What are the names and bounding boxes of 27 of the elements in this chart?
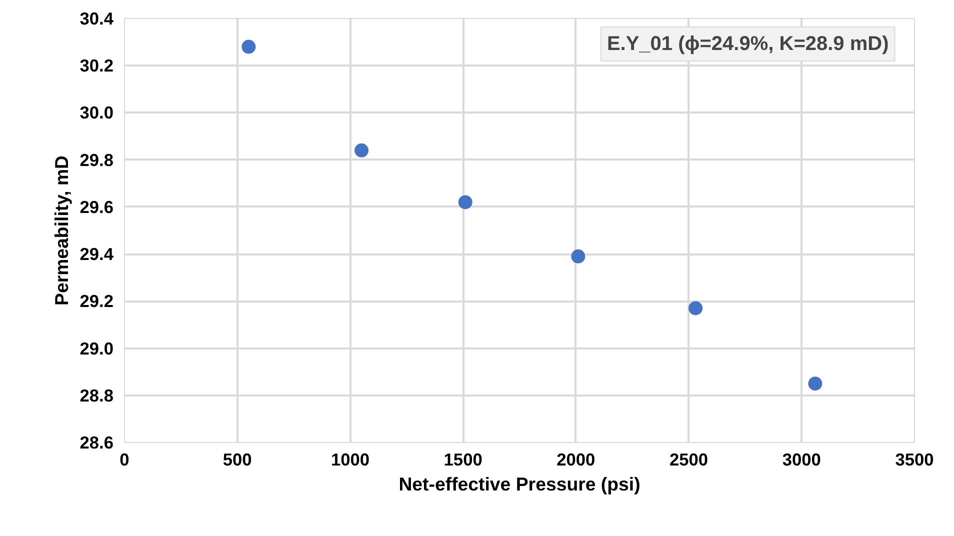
y-tick-label: 28.8: [80, 385, 114, 406]
y-tick-label: 29.6: [80, 196, 114, 217]
y-axis-title: Permeability, mD: [50, 156, 72, 306]
x-tick-label: 1000: [330, 450, 370, 470]
y-tick-label: 30.4: [80, 8, 114, 28]
x-tick-label: 3000: [782, 450, 821, 470]
x-tick-label: 3500: [895, 450, 934, 470]
x-tick-label: 2000: [556, 450, 596, 470]
y-tick-label: 29.0: [80, 338, 114, 358]
point: [458, 195, 472, 210]
point: [242, 40, 256, 54]
y-tick-label: 30.0: [80, 102, 114, 123]
point: [571, 249, 586, 264]
point: [808, 376, 822, 391]
x-tick-label: 1500: [444, 450, 482, 470]
y-tick-label: 29.2: [80, 291, 114, 312]
y-tick-label: 29.8: [80, 150, 114, 170]
y-tick-label: 28.6: [80, 432, 114, 452]
annotation: E.Y_01 (ϕ=24.9%, K=28.9 mD): [606, 32, 889, 55]
x-tick-label: 0: [120, 450, 130, 470]
point: [354, 143, 368, 158]
x-axis-title: Net-effective Pressure (psi): [398, 474, 640, 494]
x-tick-label: 2500: [670, 450, 708, 470]
point: [688, 301, 703, 316]
x-tick-label: 500: [222, 450, 252, 470]
y-tick-label: 30.2: [80, 56, 114, 76]
y-tick-label: 29.4: [80, 244, 114, 264]
